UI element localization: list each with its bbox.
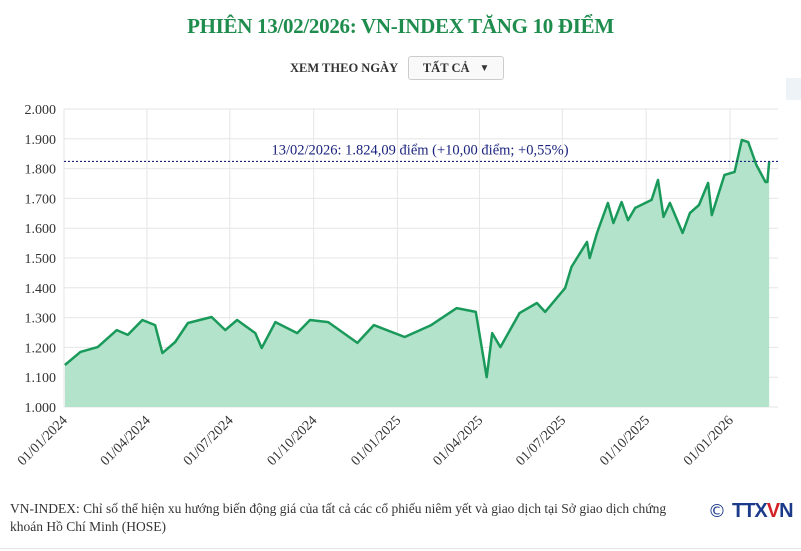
x-tick-label: 01/04/2024 bbox=[98, 413, 154, 469]
x-tick-label: 01/07/2024 bbox=[181, 413, 237, 469]
x-tick-label: 01/10/2025 bbox=[597, 413, 653, 469]
y-tick-label: 1.000 bbox=[25, 401, 57, 416]
x-tick-label: 01/01/2025 bbox=[349, 413, 405, 469]
y-tick-label: 1.800 bbox=[25, 163, 57, 178]
y-tick-label: 1.300 bbox=[25, 312, 57, 327]
x-tick-label: 01/01/2024 bbox=[15, 413, 71, 469]
x-tick-label: 01/10/2024 bbox=[265, 413, 321, 469]
x-tick-label: 01/04/2025 bbox=[431, 413, 487, 469]
side-panel-tab[interactable] bbox=[786, 78, 801, 100]
x-tick-label: 01/01/2026 bbox=[681, 413, 737, 469]
date-filter: XEM THEO NGÀY TẤT CẢ ▼ bbox=[290, 56, 505, 80]
y-tick-label: 1.100 bbox=[25, 371, 57, 386]
y-tick-label: 1.900 bbox=[25, 133, 57, 148]
date-range-select[interactable]: TẤT CẢ ▼ bbox=[408, 56, 505, 80]
select-value: TẤT CẢ bbox=[422, 60, 470, 75]
filter-label: XEM THEO NGÀY bbox=[290, 60, 399, 75]
y-tick-label: 1.400 bbox=[25, 282, 57, 297]
y-tick-label: 1.500 bbox=[25, 252, 57, 267]
y-tick-label: 2.000 bbox=[25, 103, 57, 118]
footer-note: VN-INDEX: Chỉ số thể hiện xu hướng biến … bbox=[10, 501, 667, 534]
caret-down-icon: ▼ bbox=[479, 62, 490, 74]
index-line bbox=[64, 138, 771, 379]
x-tick-label: 01/07/2025 bbox=[513, 413, 569, 469]
y-tick-label: 1.600 bbox=[25, 222, 57, 237]
reference-label: 13/02/2026: 1.824,09 điểm (+10,00 điểm; … bbox=[271, 142, 568, 158]
divider bbox=[0, 548, 801, 549]
vnindex-chart: 1.000 1.100 1.200 1.300 1.400 1.500 1.600 1.700… bbox=[15, 103, 778, 469]
copyright-icon: © bbox=[708, 501, 726, 522]
y-tick-label: 1.200 bbox=[25, 341, 57, 356]
y-tick-label: 1.700 bbox=[25, 192, 57, 207]
ttxvn-logo: © TTXVN bbox=[708, 500, 794, 523]
logo-text: TTXVN bbox=[732, 500, 794, 522]
page-title: PHIÊN 13/02/2026: VN-INDEX TĂNG 10 ĐIỂM bbox=[187, 14, 614, 38]
area-fill bbox=[64, 140, 770, 407]
